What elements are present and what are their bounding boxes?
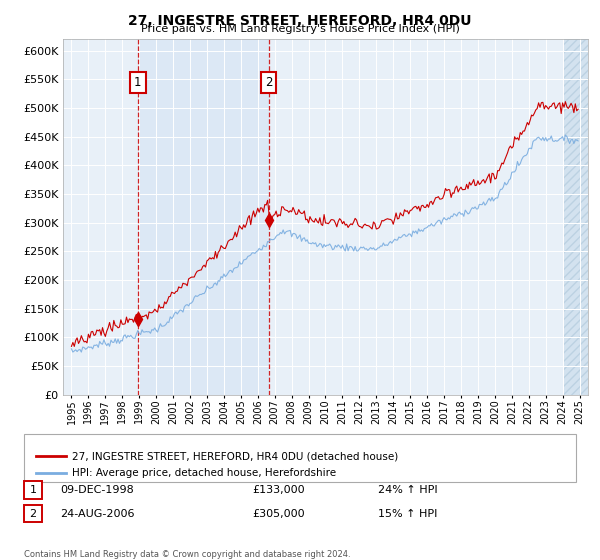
Text: £133,000: £133,000 [252,485,305,495]
Text: 2: 2 [265,76,272,88]
Bar [563,39,588,395]
Text: 24% ↑ HPI: 24% ↑ HPI [378,485,437,495]
Text: 27, INGESTRE STREET, HEREFORD, HR4 0DU (detached house): 27, INGESTRE STREET, HEREFORD, HR4 0DU (… [72,451,398,461]
Text: 15% ↑ HPI: 15% ↑ HPI [378,508,437,519]
Text: Contains HM Land Registry data © Crown copyright and database right 2024.
This d: Contains HM Land Registry data © Crown c… [24,550,350,560]
Text: 1: 1 [29,485,37,495]
Text: 24-AUG-2006: 24-AUG-2006 [60,508,134,519]
Text: 2: 2 [29,508,37,519]
Bar [138,39,269,395]
Text: 09-DEC-1998: 09-DEC-1998 [60,485,134,495]
Text: 27, INGESTRE STREET, HEREFORD, HR4 0DU: 27, INGESTRE STREET, HEREFORD, HR4 0DU [128,14,472,28]
Text: HPI: Average price, detached house, Herefordshire: HPI: Average price, detached house, Here… [72,468,336,478]
Text: 1: 1 [134,76,142,88]
Text: £305,000: £305,000 [252,508,305,519]
Text: Price paid vs. HM Land Registry's House Price Index (HPI): Price paid vs. HM Land Registry's House … [140,24,460,34]
